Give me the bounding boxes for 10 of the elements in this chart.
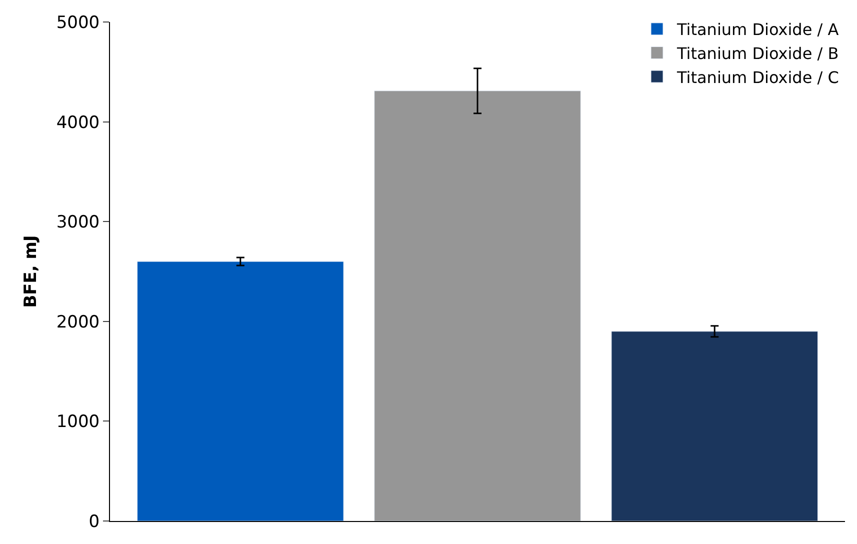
legend-label: Titanium Dioxide / C [676, 68, 839, 87]
legend-label: Titanium Dioxide / B [676, 44, 839, 63]
y-tick-label: 2000 [56, 312, 100, 332]
y-axis-title: BFE, mJ [20, 235, 41, 308]
legend-label: Titanium Dioxide / A [676, 20, 839, 40]
y-tick-label: 1000 [56, 412, 100, 432]
y-tick-label: 3000 [56, 212, 100, 233]
y-tick-label: 5000 [56, 12, 100, 33]
y-tick-label: 0 [88, 512, 100, 532]
y-tick-label: 4000 [56, 112, 100, 133]
